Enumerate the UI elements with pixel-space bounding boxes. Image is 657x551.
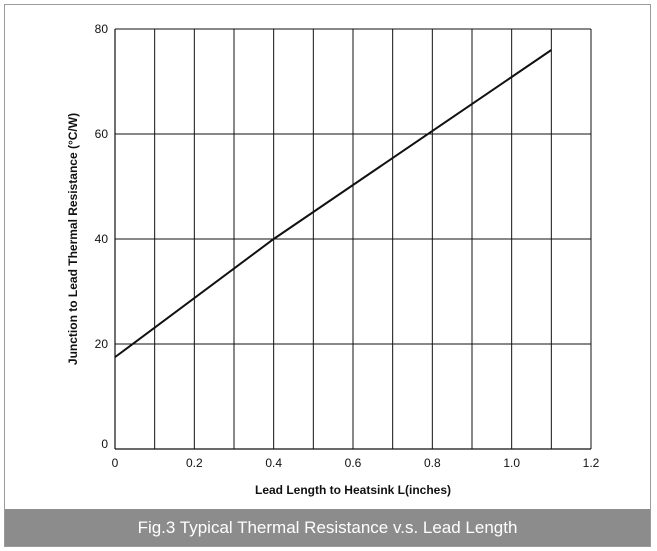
x-axis-title: Lead Length to Heatsink L(inches) xyxy=(255,483,451,497)
x-tick-label-5: 1.0 xyxy=(503,456,520,470)
figure-caption: Fig.3 Typical Thermal Resistance v.s. Le… xyxy=(5,509,650,546)
y-tick-labels: 0 20 40 60 80 xyxy=(95,22,109,451)
y-tick-label-4: 80 xyxy=(95,22,109,36)
x-tick-label-1: 0.2 xyxy=(186,456,203,470)
x-tick-labels: 0 0.2 0.4 0.6 0.8 1.0 1.2 xyxy=(112,456,600,470)
y-tick-label-2: 40 xyxy=(95,232,109,246)
y-tick-label-3: 60 xyxy=(95,127,109,141)
series xyxy=(114,49,552,358)
thermal-resistance-chart: 0 0.2 0.4 0.6 0.8 1.0 1.2 0 20 40 60 80 Lead Lengt… xyxy=(66,22,600,497)
series-line-0 xyxy=(114,49,552,358)
y-tick-label-1: 20 xyxy=(95,337,109,351)
x-tick-label-3: 0.6 xyxy=(345,456,362,470)
grid xyxy=(115,28,592,449)
x-tick-label-4: 0.8 xyxy=(424,456,441,470)
x-tick-label-6: 1.2 xyxy=(583,456,600,470)
y-axis-title: Junction to Lead Thermal Resistance (°C/… xyxy=(66,113,80,365)
axes xyxy=(114,29,591,450)
x-tick-label-2: 0.4 xyxy=(265,456,282,470)
y-tick-label-0: 0 xyxy=(101,437,108,451)
figure-frame: 0 0.2 0.4 0.6 0.8 1.0 1.2 0 20 40 60 80 Lead Lengt… xyxy=(4,4,651,547)
x-tick-label-0: 0 xyxy=(112,456,119,470)
